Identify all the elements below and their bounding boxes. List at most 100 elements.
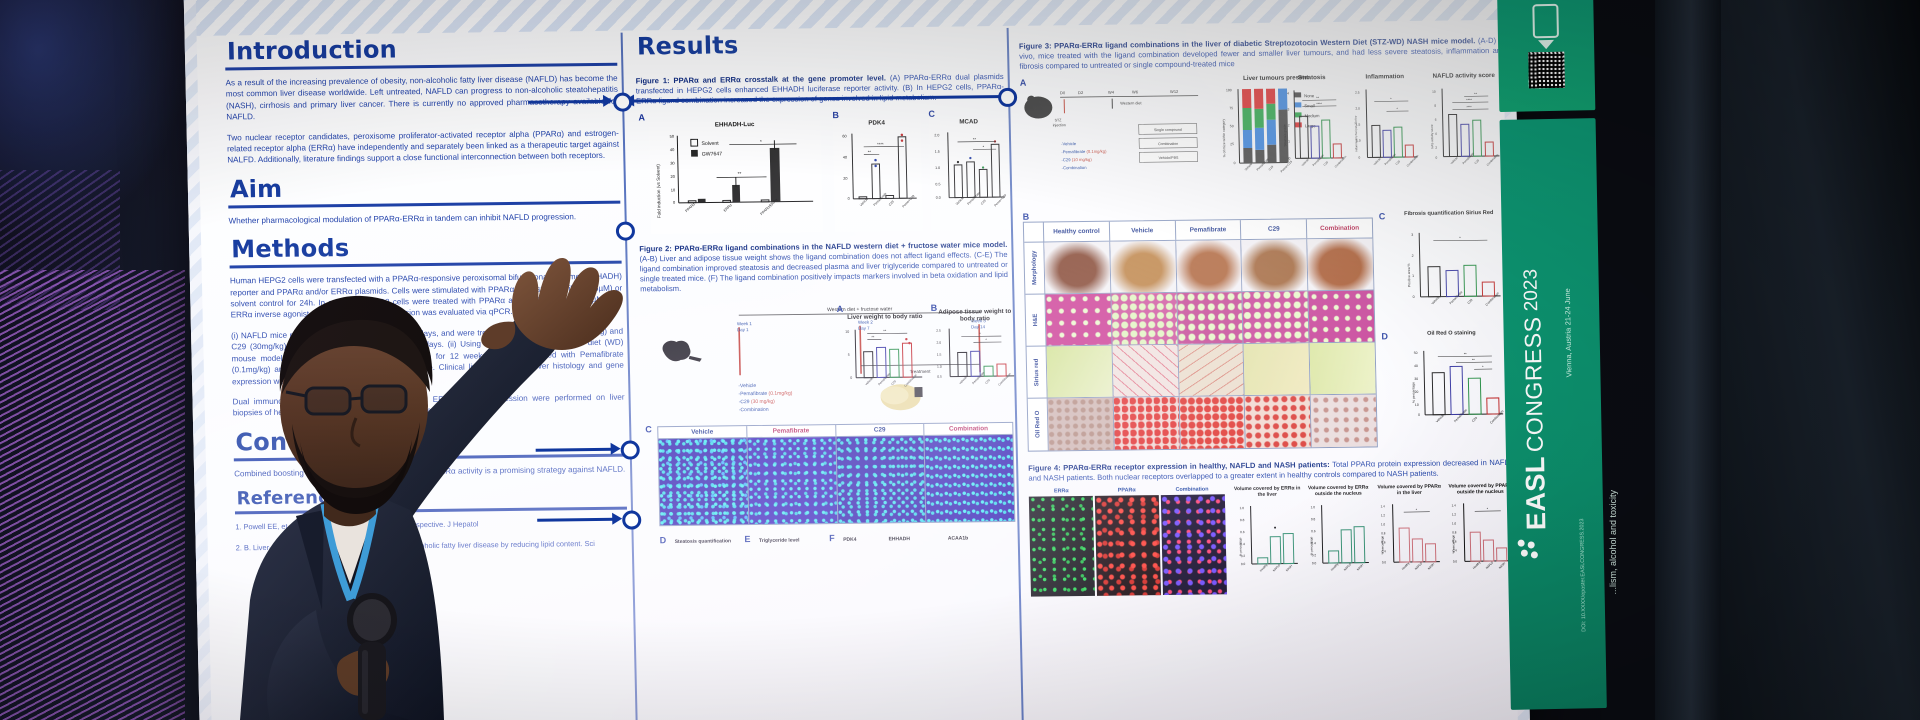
presenter	[240, 258, 623, 720]
svg-text:*: *	[1390, 97, 1392, 101]
svg-text:injection: injection	[1053, 123, 1066, 127]
svg-text:Vehicle: Vehicle	[859, 196, 869, 206]
svg-text:**: **	[1474, 92, 1477, 96]
svg-text:100: 100	[1226, 88, 1232, 92]
svg-text:1.0: 1.0	[937, 364, 942, 368]
svg-text:D0: D0	[1060, 90, 1066, 95]
svg-text:C29: C29	[1323, 160, 1330, 167]
svg-text:30: 30	[1414, 377, 1418, 381]
svg-text:Combination: Combination	[903, 372, 918, 387]
scan-poster-panel[interactable]: Scan to download the poster	[1497, 0, 1596, 112]
figure-2-ab-charts: A Liver weight to body ratio 10 5 0 ** **	[837, 301, 1019, 399]
svg-text:25: 25	[1230, 142, 1234, 146]
figure-2-panel-g-title: EHHADH	[888, 535, 911, 543]
svg-text:*: *	[1459, 235, 1461, 240]
wall-blue-glow	[0, 0, 190, 240]
chart-title-steatosis: Steatosis	[1297, 73, 1326, 81]
svg-text:Combination: Combination	[997, 371, 1012, 386]
svg-text:1.2: 1.2	[1452, 512, 1457, 516]
svg-text:4: 4	[1435, 131, 1437, 135]
svg-text:2.5: 2.5	[936, 328, 941, 332]
svg-text:Combination: Combination	[1406, 153, 1420, 167]
chart-mcad: MCAD 2.0 1.5 1.0 0.5 0.0 **	[928, 117, 1011, 231]
svg-text:0.6: 0.6	[1311, 529, 1316, 533]
svg-text:2: 2	[1288, 123, 1290, 127]
chart-title-ppara-liver: Volume covered by PPARα in the liver	[1377, 483, 1442, 497]
svg-text:**: **	[1472, 358, 1475, 362]
histology-cell	[1175, 239, 1243, 292]
svg-text:C29: C29	[984, 378, 991, 385]
histology-row-he: H&E	[1032, 313, 1039, 327]
svg-text:2.0: 2.0	[1355, 106, 1360, 110]
strip-col-combination: Combination	[948, 424, 989, 433]
chart-title-ppara-outside: Volume covered by PPARα outside the nucl…	[1448, 482, 1512, 496]
svg-text:2: 2	[1412, 254, 1414, 258]
svg-text:W6: W6	[1132, 89, 1139, 94]
svg-text:****: ****	[1466, 98, 1472, 102]
svg-text:*: *	[979, 331, 981, 336]
chart-title: PDK4	[868, 119, 885, 127]
svg-text:**: **	[738, 171, 742, 177]
section-heading-introduction: Introduction	[226, 35, 398, 66]
figure-4-caption: Figure 4: PPARα-ERRα receptor expression…	[1028, 457, 1514, 483]
svg-text:40: 40	[843, 155, 847, 159]
svg-text:C29: C29	[1473, 158, 1480, 165]
svg-text:Vehicle: Vehicle	[1373, 156, 1382, 166]
histology-grid: Healthy control Vehicle Pemafibrate C29 …	[1022, 217, 1378, 452]
svg-text:3: 3	[1287, 107, 1289, 111]
svg-text:NAFLD: NAFLD	[1485, 560, 1494, 569]
figure-4-panels: ERRα PPARα Combination	[1028, 482, 1518, 609]
chart-title-erra-outside: Volume covered by ERRα outside the nucle…	[1307, 484, 1369, 498]
svg-text:Single compound: Single compound	[1154, 127, 1182, 131]
svg-text:Combination: Combination	[1485, 291, 1500, 307]
histology-cell	[1047, 398, 1115, 451]
svg-text:0.0: 0.0	[1312, 561, 1317, 565]
qr-code-icon[interactable]	[1528, 51, 1565, 89]
svg-text:-Vehicle: -Vehicle	[1061, 141, 1077, 146]
svg-text:Western diet: Western diet	[1120, 101, 1142, 105]
wall-dark-band	[1655, 0, 1721, 720]
figure-2-panel-f-letter: F	[829, 532, 835, 543]
chart-title-liver-weight: Liver weight to body ratio	[847, 312, 923, 321]
svg-text:STZ: STZ	[1055, 118, 1063, 122]
svg-text:Combination: Combination	[1486, 152, 1500, 166]
svg-text:1.0: 1.0	[1311, 505, 1316, 509]
histology-cell	[1242, 291, 1310, 344]
svg-text:0.8: 0.8	[1240, 518, 1245, 522]
strip-col-pemafibrate: Pemafibrate	[746, 424, 836, 437]
svg-text:0: 0	[1358, 155, 1360, 159]
connector-node-1	[612, 92, 633, 112]
svg-text:Combination: Combination	[1158, 141, 1178, 145]
svg-text:20: 20	[670, 174, 675, 179]
svg-text:Combination: Combination	[1334, 154, 1348, 168]
histology-col-vehicle: Vehicle	[1109, 220, 1176, 241]
svg-text:% percentage: % percentage	[1451, 535, 1455, 554]
svg-text:1.4: 1.4	[1381, 504, 1386, 508]
svg-text:2: 2	[1435, 145, 1437, 149]
research-poster[interactable]: Introduction 4 Department for Basic and …	[183, 0, 1531, 720]
svg-text:*: *	[985, 337, 987, 342]
figure-3-caption: Figure 3: PPARα-ERRα ligand combinations…	[1019, 36, 1506, 73]
svg-text:**: **	[871, 334, 875, 339]
chart-title-inflammation: Inflammation	[1365, 72, 1405, 81]
connector-arrowhead-1	[602, 94, 614, 107]
svg-text:0: 0	[1413, 295, 1415, 299]
svg-text:1.2: 1.2	[1381, 513, 1386, 517]
histology-cell	[1308, 290, 1375, 343]
svg-text:1.5: 1.5	[937, 352, 942, 356]
svg-text:NASH: NASH	[1356, 563, 1364, 571]
figure-3-panel-b-letter: B	[1022, 211, 1030, 222]
figure-3-bottom-row: B Healthy control Vehicle Pemafibrate C2…	[1022, 210, 1514, 457]
introduction-paragraph-2: Two nuclear receptor candidates, peroxis…	[226, 128, 620, 165]
introduction-paragraph-1: As a result of the increasing prevalence…	[225, 73, 619, 122]
svg-text:NAFLD: NAFLD	[1272, 563, 1281, 572]
svg-text:*: *	[983, 144, 985, 149]
histology-cell	[1178, 344, 1246, 397]
svg-text:Pemafibrate: Pemafibrate	[1449, 290, 1464, 305]
if-col-combination: Combination	[1175, 486, 1209, 493]
svg-text:10: 10	[845, 329, 849, 333]
